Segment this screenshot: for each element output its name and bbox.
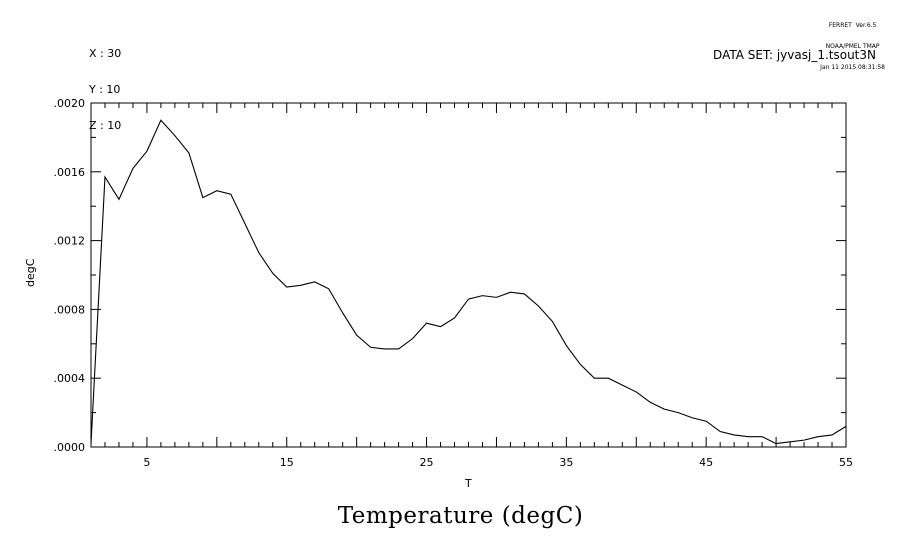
x-tick-label: 15 — [280, 456, 294, 469]
y-tick-label: .0020 — [54, 97, 86, 110]
coord-y: Y : 10 — [89, 83, 121, 96]
series-line — [90, 119, 847, 445]
ferret-org: NOAA/PMEL TMAP — [825, 43, 880, 50]
axis-ticks — [90, 102, 847, 448]
y-tick-label: .0004 — [54, 372, 86, 385]
x-tick-label: 55 — [839, 456, 853, 469]
y-tick-label: .0008 — [54, 303, 86, 316]
x-tick-label: 5 — [143, 456, 150, 469]
coordinate-readout: X : 30 Y : 10 Z : 10 — [89, 24, 121, 144]
x-axis-label: T — [465, 477, 472, 490]
chart-title: Temperature (degC) — [337, 503, 584, 529]
y-tick-label: .0012 — [54, 235, 86, 248]
ferret-version: FERRET Ver.6.5 — [828, 22, 877, 29]
coord-z: Z : 10 — [89, 119, 122, 132]
y-tick-label: .0016 — [54, 166, 86, 179]
ferret-stamp: FERRET Ver.6.5 NOAA/PMEL TMAP Jan 11 201… — [820, 8, 885, 78]
x-tick-label: 45 — [699, 456, 713, 469]
coord-x: X : 30 — [89, 47, 122, 60]
y-tick-label: .0000 — [54, 441, 86, 454]
tick-labels: 5 15 25 35 45 55 .0000 .0004 .0008 .0012 .0016 .002… — [54, 97, 854, 469]
ferret-date: Jan 11 2015 08:31:58 — [820, 64, 885, 71]
x-tick-label: 25 — [420, 456, 434, 469]
y-axis-label: degC — [24, 258, 37, 287]
plot-frame — [90, 102, 847, 448]
dataset-label: DATA SET: jyvasj_1.tsout3N — [713, 48, 876, 62]
x-tick-label: 35 — [559, 456, 573, 469]
